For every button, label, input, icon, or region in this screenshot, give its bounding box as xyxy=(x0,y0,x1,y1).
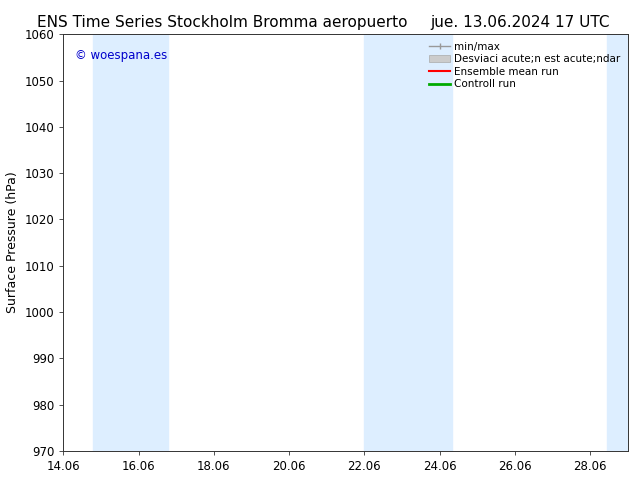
Text: © woespana.es: © woespana.es xyxy=(75,49,167,62)
Text: ENS Time Series Stockholm Bromma aeropuerto: ENS Time Series Stockholm Bromma aeropue… xyxy=(37,15,407,30)
Bar xyxy=(607,34,633,451)
Text: jue. 13.06.2024 17 UTC: jue. 13.06.2024 17 UTC xyxy=(430,15,610,30)
Y-axis label: Surface Pressure (hPa): Surface Pressure (hPa) xyxy=(6,172,19,314)
Bar xyxy=(365,34,453,451)
Legend: min/max, Desviaci acute;n est acute;ndar, Ensemble mean run, Controll run: min/max, Desviaci acute;n est acute;ndar… xyxy=(427,40,623,92)
Bar xyxy=(93,34,169,451)
